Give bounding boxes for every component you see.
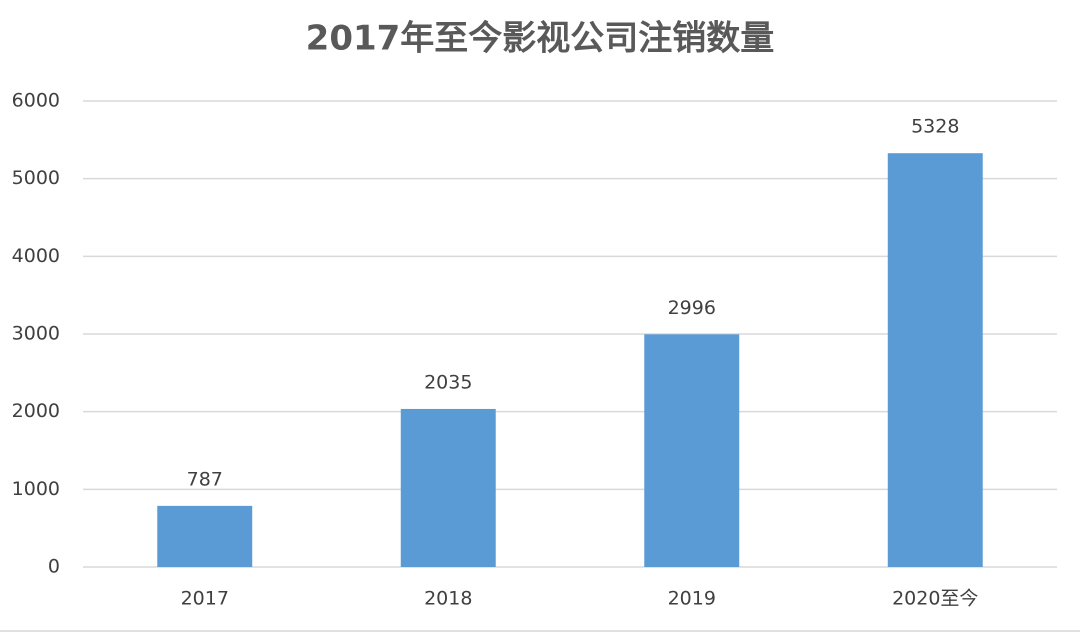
x-tick-label: 2018: [424, 588, 472, 610]
y-tick-label: 2000: [12, 400, 60, 422]
y-tick-label: 0: [48, 556, 60, 578]
y-tick-label: 1000: [12, 478, 60, 500]
x-tick-label: 2020至今: [892, 588, 978, 610]
x-tick-label: 2017: [181, 588, 229, 610]
y-tick-label: 6000: [12, 90, 60, 112]
data-label: 5328: [911, 116, 959, 138]
bar: [400, 408, 496, 567]
bar: [157, 505, 253, 567]
chart-title: 2017年至今影视公司注销数量: [306, 19, 775, 59]
y-tick-label: 5000: [12, 167, 60, 189]
bar: [887, 153, 983, 567]
bar: [644, 334, 740, 567]
data-label: 2996: [668, 297, 716, 319]
y-tick-label: 3000: [12, 323, 60, 345]
data-label: 2035: [424, 371, 472, 393]
y-tick-label: 4000: [12, 245, 60, 267]
data-label: 787: [187, 468, 223, 490]
x-tick-label: 2019: [668, 588, 716, 610]
